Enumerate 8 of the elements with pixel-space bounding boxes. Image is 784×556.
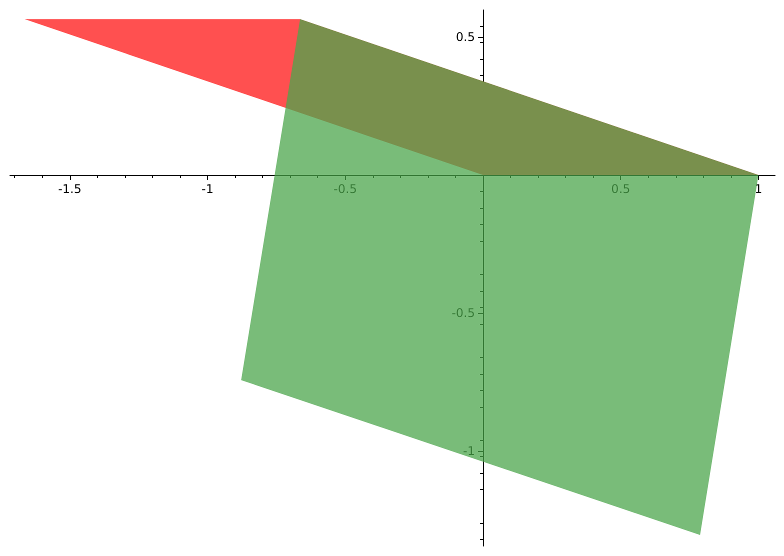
- x-tick-label: 0.5: [611, 182, 630, 196]
- y-tick-label: -1: [463, 444, 475, 458]
- x-tick-label: -0.5: [334, 182, 357, 196]
- x-tick-label: 1: [754, 182, 762, 196]
- x-tick-label: -1.5: [58, 182, 82, 196]
- x-tick-label: -1: [202, 182, 214, 196]
- y-tick-label: -0.5: [452, 306, 475, 320]
- y-tick-label: 0.5: [456, 30, 475, 44]
